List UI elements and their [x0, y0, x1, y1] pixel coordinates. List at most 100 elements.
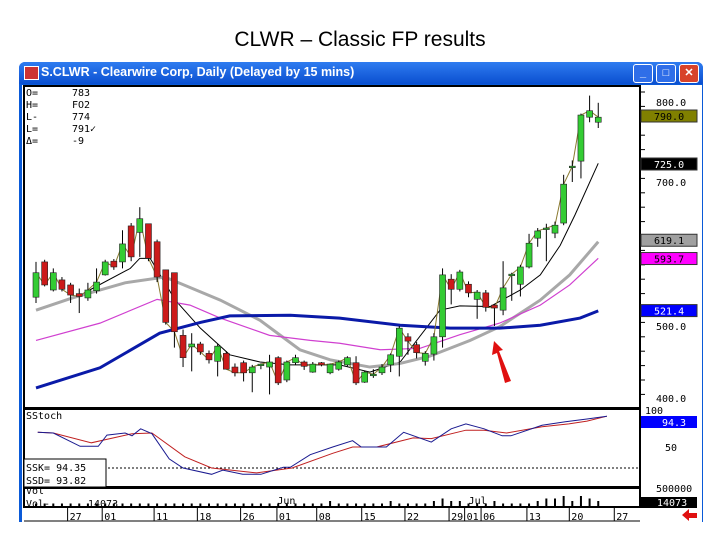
stoch-k-line	[37, 415, 607, 475]
price-marker	[640, 109, 698, 123]
volume-bar	[355, 503, 358, 506]
candle-down	[41, 261, 48, 286]
volume-bar	[216, 503, 219, 506]
candle-up	[586, 110, 593, 118]
candle-down	[223, 353, 230, 370]
volume-bar	[424, 503, 427, 506]
volume-bar	[554, 498, 556, 506]
volume-bar	[225, 503, 228, 506]
candle-up	[499, 287, 507, 311]
volume-bar	[510, 503, 513, 506]
candle-up	[525, 242, 533, 268]
volume-bar	[545, 498, 548, 506]
stoch-label-100: 100	[645, 406, 663, 417]
volume-bar	[502, 503, 505, 506]
candle-up	[248, 366, 256, 374]
stoch-marker	[641, 416, 697, 428]
volume-bar	[337, 503, 340, 506]
volume-bar	[78, 503, 81, 506]
candle-up	[257, 363, 265, 366]
price-marker	[640, 157, 698, 171]
candle-up	[387, 354, 394, 366]
readout-key: L-	[26, 112, 38, 123]
volume-bar	[147, 503, 150, 506]
candle-down	[197, 343, 204, 353]
volume-bar	[303, 503, 306, 506]
volume-bar	[130, 503, 133, 506]
volume-axis-label: 500000	[656, 484, 692, 495]
candle-up	[84, 289, 92, 299]
readout-value: FO2	[72, 100, 90, 111]
volume-bar	[493, 501, 496, 506]
readout-value: 774	[72, 112, 90, 123]
volume-bar	[458, 501, 461, 506]
title-bar[interactable]: S.CLWR - Clearwire Corp, Daily (Delayed …	[19, 62, 703, 84]
candle-up	[439, 274, 446, 338]
candle-down	[153, 241, 161, 278]
price-marker-label: 619.1	[654, 236, 684, 247]
date-label: 22	[407, 512, 419, 523]
stoch-title: SStoch	[26, 411, 62, 422]
red-arrow-annotation	[492, 341, 511, 383]
candle-down	[482, 292, 490, 308]
candle-up	[136, 218, 144, 233]
volume-bar	[450, 501, 453, 506]
volume-bar	[182, 503, 185, 506]
date-label: 15	[364, 512, 376, 523]
price-marker-label: 725.0	[654, 160, 684, 171]
volume-bar	[164, 503, 167, 506]
volume-bar	[346, 503, 349, 506]
volume-bar	[415, 503, 418, 506]
volume-panel	[23, 487, 641, 508]
candle-down	[179, 335, 187, 358]
month-label: Jun	[277, 496, 295, 507]
candle-up	[283, 361, 291, 381]
stoch-label-50: 50	[665, 443, 677, 454]
stoch-marker-label: 94.3	[662, 418, 686, 429]
price-label: 400.0	[656, 394, 686, 405]
date-label: 27	[70, 512, 82, 523]
price-panel	[23, 85, 641, 409]
date-label: 29	[451, 512, 463, 523]
volume-title: Vol	[26, 486, 44, 497]
candle-down	[447, 278, 455, 290]
volume-bar	[398, 503, 401, 506]
candle-up	[188, 343, 195, 348]
maximize-button[interactable]: □	[656, 64, 676, 83]
scroll-left-arrow-icon[interactable]	[682, 509, 697, 521]
readout-key: O=	[26, 88, 38, 99]
price-marker-label: 790.0	[654, 112, 684, 123]
candle-down	[404, 336, 412, 342]
candle-up	[93, 281, 100, 292]
minimize-button[interactable]: _	[633, 64, 653, 83]
readout-key: H=	[26, 100, 38, 111]
candle-up	[119, 243, 126, 263]
volume-bar	[259, 503, 262, 506]
slide-title: CLWR – Classic FP results	[234, 28, 486, 51]
candle-up	[335, 361, 343, 370]
volume-bar	[372, 503, 375, 506]
volume-bar	[588, 498, 591, 506]
window-title: S.CLWR - Clearwire Corp, Daily (Delayed …	[41, 65, 355, 79]
volume-bar	[294, 503, 297, 506]
close-button[interactable]: ✕	[679, 64, 699, 83]
price-label: 700.0	[656, 178, 686, 189]
candle-up	[430, 336, 438, 355]
candle-up	[32, 272, 40, 298]
volume-bar	[277, 503, 280, 506]
volume-bar	[60, 503, 63, 506]
volume-bar	[43, 503, 46, 506]
readout-key: Δ=	[26, 136, 38, 147]
candle-up	[543, 227, 550, 230]
price-marker	[640, 233, 698, 247]
date-label: 18	[199, 512, 211, 523]
candle-up	[49, 272, 57, 291]
candle-down	[231, 366, 239, 374]
volume-bar	[562, 496, 565, 506]
candle-down	[300, 361, 308, 367]
volume-bar	[406, 503, 409, 506]
candle-up	[551, 224, 559, 234]
candle-down	[240, 362, 247, 374]
app-icon	[24, 66, 39, 80]
